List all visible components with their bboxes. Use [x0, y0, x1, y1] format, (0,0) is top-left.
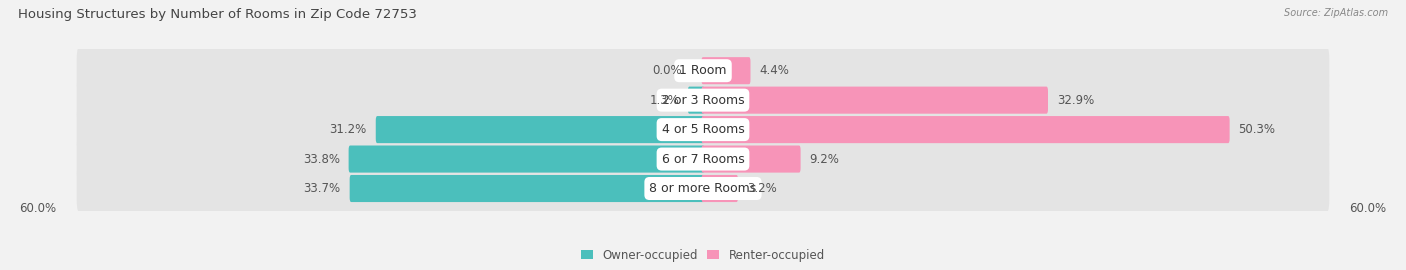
- Text: 6 or 7 Rooms: 6 or 7 Rooms: [662, 153, 744, 166]
- Text: 31.2%: 31.2%: [329, 123, 367, 136]
- FancyBboxPatch shape: [702, 87, 1047, 114]
- Text: 50.3%: 50.3%: [1239, 123, 1275, 136]
- Text: Housing Structures by Number of Rooms in Zip Code 72753: Housing Structures by Number of Rooms in…: [18, 8, 418, 21]
- FancyBboxPatch shape: [702, 116, 1230, 143]
- FancyBboxPatch shape: [702, 146, 800, 173]
- Text: 60.0%: 60.0%: [20, 202, 56, 215]
- Text: 2 or 3 Rooms: 2 or 3 Rooms: [662, 94, 744, 107]
- Text: 0.0%: 0.0%: [652, 64, 682, 77]
- Text: 4 or 5 Rooms: 4 or 5 Rooms: [662, 123, 744, 136]
- FancyBboxPatch shape: [349, 146, 704, 173]
- Text: 4.4%: 4.4%: [759, 64, 789, 77]
- FancyBboxPatch shape: [688, 87, 704, 114]
- FancyBboxPatch shape: [702, 57, 751, 84]
- FancyBboxPatch shape: [77, 133, 1329, 185]
- Text: 8 or more Rooms: 8 or more Rooms: [650, 182, 756, 195]
- Legend: Owner-occupied, Renter-occupied: Owner-occupied, Renter-occupied: [576, 244, 830, 266]
- Text: Source: ZipAtlas.com: Source: ZipAtlas.com: [1284, 8, 1388, 18]
- Text: 1.3%: 1.3%: [650, 94, 679, 107]
- Text: 60.0%: 60.0%: [1350, 202, 1386, 215]
- Text: 33.7%: 33.7%: [304, 182, 340, 195]
- Text: 1 Room: 1 Room: [679, 64, 727, 77]
- FancyBboxPatch shape: [77, 162, 1329, 215]
- Text: 32.9%: 32.9%: [1057, 94, 1094, 107]
- Text: 3.2%: 3.2%: [747, 182, 776, 195]
- FancyBboxPatch shape: [702, 175, 738, 202]
- Text: 9.2%: 9.2%: [810, 153, 839, 166]
- FancyBboxPatch shape: [77, 44, 1329, 97]
- FancyBboxPatch shape: [77, 74, 1329, 127]
- FancyBboxPatch shape: [375, 116, 704, 143]
- FancyBboxPatch shape: [350, 175, 704, 202]
- FancyBboxPatch shape: [77, 103, 1329, 156]
- Text: 33.8%: 33.8%: [302, 153, 340, 166]
